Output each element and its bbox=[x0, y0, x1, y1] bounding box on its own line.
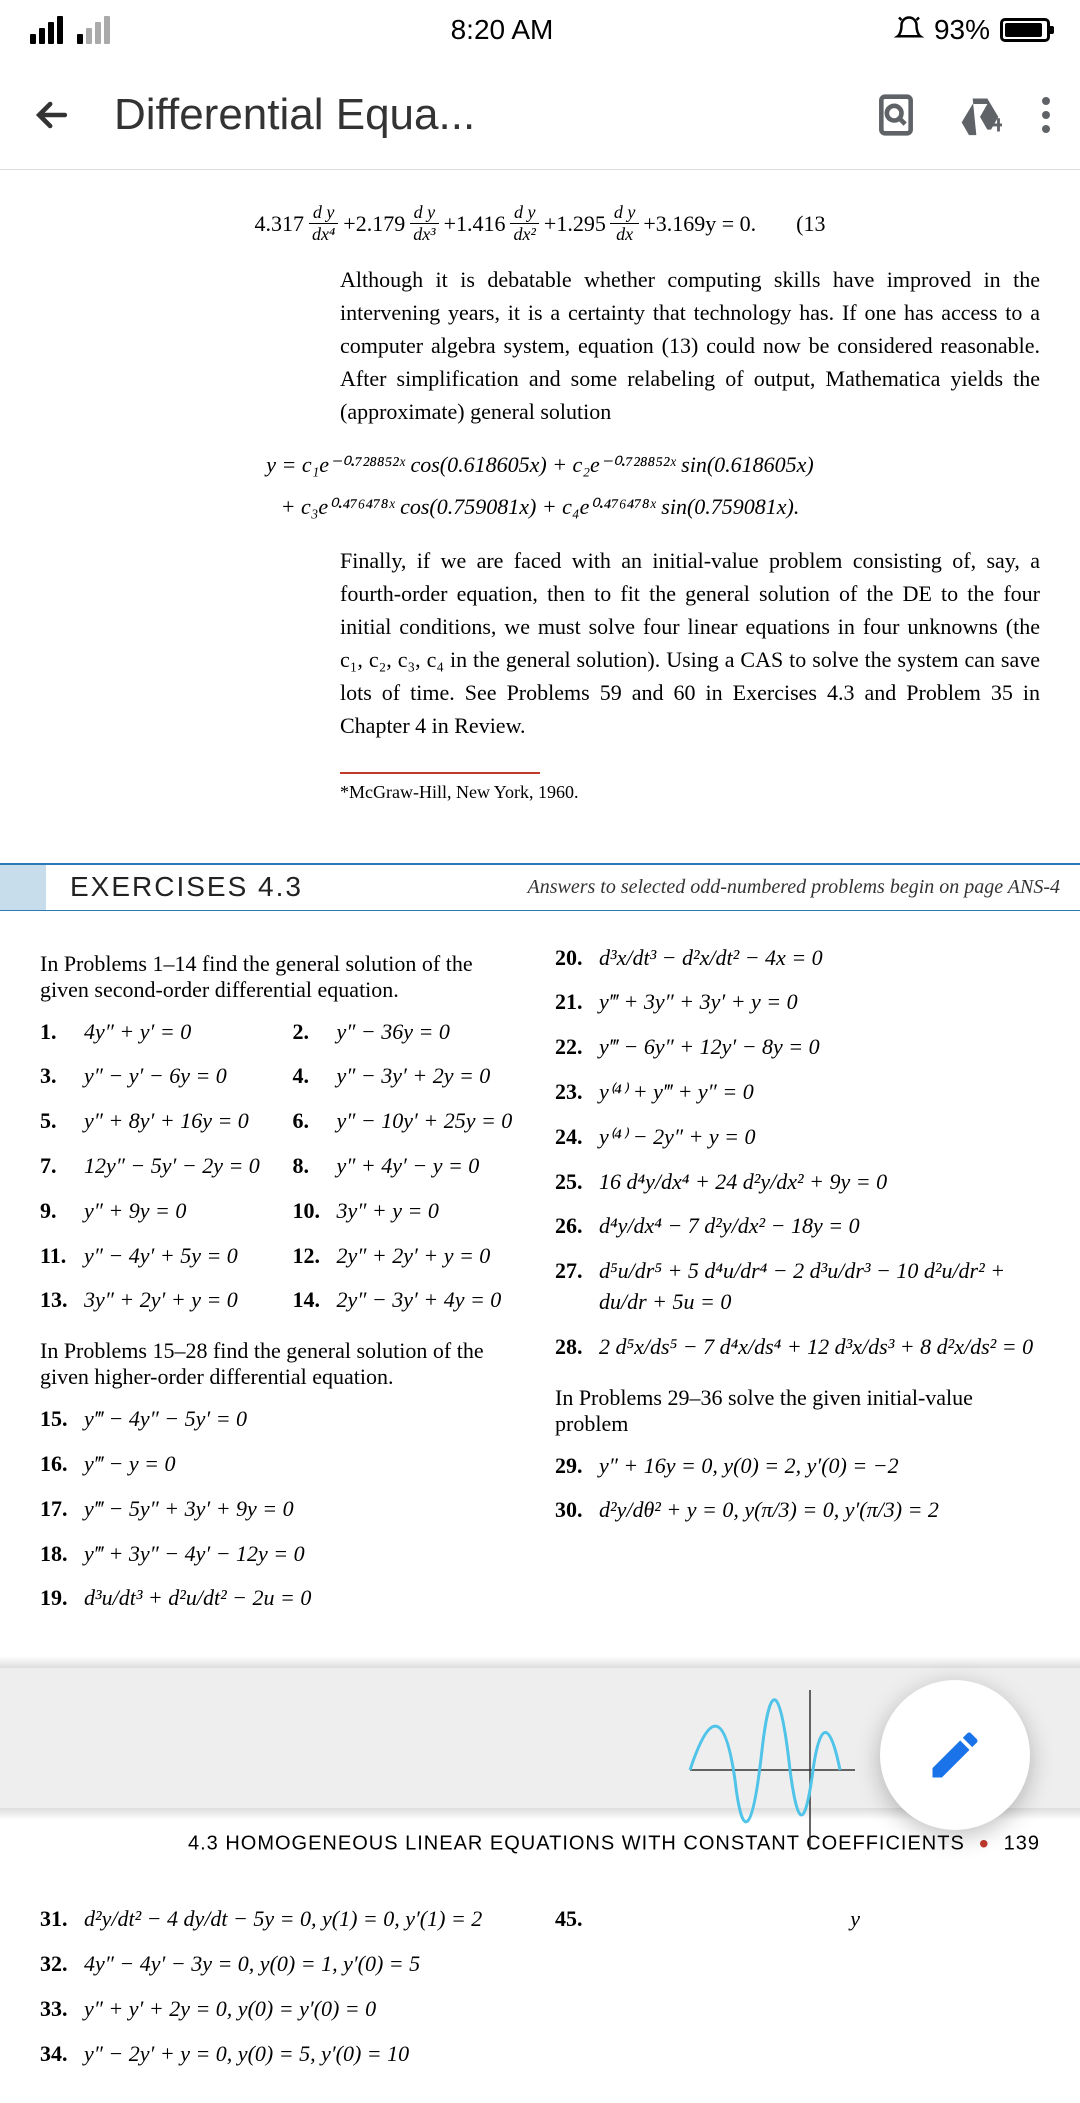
instructions-3: In Problems 29–36 solve the given initia… bbox=[555, 1385, 1040, 1437]
footnote-rule bbox=[340, 772, 540, 774]
instructions-1: In Problems 1–14 find the general soluti… bbox=[40, 951, 525, 1003]
problems-31-34: 31.d²y/dt² − 4 dy/dt − 5y = 0, y(1) = 0,… bbox=[40, 1904, 525, 2069]
alarm-icon bbox=[894, 15, 924, 45]
problem-row: 19.d³u/dt³ + d²u/dt² − 2u = 0 bbox=[40, 1583, 525, 1614]
problems-left-column: In Problems 1–14 find the general soluti… bbox=[40, 929, 525, 1629]
problems-grid: In Problems 1–14 find the general soluti… bbox=[40, 929, 1040, 1629]
next-page-running-head: 4.3 HOMOGENEOUS LINEAR EQUATIONS WITH CO… bbox=[40, 1828, 1040, 1860]
problem-row: 33.y″ + y′ + 2y = 0, y(0) = y′(0) = 0 bbox=[40, 1994, 525, 2025]
clock: 8:20 AM bbox=[451, 14, 554, 46]
problem-row: 26.d⁴y/dx⁴ − 7 d²y/dx² − 18y = 0 bbox=[555, 1211, 1040, 1242]
problem-row: 15.y‴ − 4y″ − 5y′ = 0 bbox=[40, 1404, 525, 1435]
problem-row: 28.2 d⁵x/ds⁵ − 7 d⁴x/ds⁴ + 12 d³x/ds³ + … bbox=[555, 1332, 1040, 1363]
problem-row: 29.y″ + 16y = 0, y(0) = 2, y′(0) = −2 bbox=[555, 1451, 1040, 1482]
problem-row: 27.d⁵u/dr⁵ + 5 d⁴u/dr⁴ − 2 d³u/dr³ − 10 … bbox=[555, 1256, 1040, 1318]
instructions-2: In Problems 15–28 find the general solut… bbox=[40, 1338, 525, 1390]
problem-row: 3.y″ − y′ − 6y = 0 4.y″ − 3y′ + 2y = 0 bbox=[40, 1061, 525, 1092]
battery-icon bbox=[1000, 18, 1050, 42]
problem-row: 23.y⁽⁴⁾ + y‴ + y″ = 0 bbox=[555, 1077, 1040, 1108]
more-menu-button[interactable] bbox=[1042, 97, 1050, 133]
problem-row: 7.12y″ − 5y′ − 2y = 0 8.y″ + 4y′ − y = 0 bbox=[40, 1151, 525, 1182]
next-page-problems: 31.d²y/dt² − 4 dy/dt − 5y = 0, y(1) = 0,… bbox=[40, 1890, 1040, 2083]
svg-text:+: + bbox=[991, 111, 1002, 137]
signal-primary bbox=[30, 16, 63, 44]
problems-right-column: 20.d³x/dt³ − d²x/dt² − 4x = 0 21.y‴ + 3y″… bbox=[555, 929, 1040, 1629]
problems-1-14: 1.4y″ + y′ = 0 2.y″ − 36y = 0 3.y″ − y′ … bbox=[40, 1017, 525, 1317]
paragraph-1: Although it is debatable whether computi… bbox=[340, 263, 1040, 428]
problem-45-graph bbox=[670, 1680, 870, 1860]
back-button[interactable] bbox=[30, 93, 74, 137]
problem-row: 21.y‴ + 3y″ + 3y′ + y = 0 bbox=[555, 987, 1040, 1018]
section-header: EXERCISES 4.3 Answers to selected odd-nu… bbox=[0, 863, 1080, 911]
signal-indicators bbox=[30, 16, 110, 44]
pencil-icon bbox=[925, 1725, 985, 1785]
drive-add-button[interactable]: + bbox=[958, 93, 1002, 137]
problem-row: 1.4y″ + y′ = 0 2.y″ − 36y = 0 bbox=[40, 1017, 525, 1048]
problem-row: 32.4y″ − 4y′ − 3y = 0, y(0) = 1, y′(0) =… bbox=[40, 1949, 525, 1980]
status-right: 93% bbox=[894, 14, 1050, 46]
problem-row: 16.y‴ − y = 0 bbox=[40, 1449, 525, 1480]
battery-percent: 93% bbox=[934, 14, 990, 46]
problem-row: 25.16 d⁴y/dx⁴ + 24 d²y/dx² + 9y = 0 bbox=[555, 1167, 1040, 1198]
problems-29-30: 29.y″ + 16y = 0, y(0) = 2, y′(0) = −2 30.… bbox=[555, 1451, 1040, 1527]
paragraph-2: Finally, if we are faced with an initial… bbox=[340, 544, 1040, 742]
solution-equation: y = c₁e⁻⁰·⁷²⁸⁸⁵²ˣ cos(0.618605x) + c₂e⁻⁰… bbox=[40, 444, 1040, 528]
problem-row: 22.y‴ − 6y″ + 12y′ − 8y = 0 bbox=[555, 1032, 1040, 1063]
app-bar: Differential Equa... + bbox=[0, 60, 1080, 170]
problem-row: 13.3y″ + 2y′ + y = 0 14.2y″ − 3y′ + 4y =… bbox=[40, 1285, 525, 1316]
document-title: Differential Equa... bbox=[114, 90, 834, 140]
edit-fab[interactable] bbox=[880, 1680, 1030, 1830]
problem-row: 24.y⁽⁴⁾ − 2y″ + y = 0 bbox=[555, 1122, 1040, 1153]
problem-row: 30.d²y/dθ² + y = 0, y(π/3) = 0, y′(π/3) … bbox=[555, 1495, 1040, 1526]
equation-13: 4.317 d ydx⁴ + 2.179 d ydx³ + 1.416 d yd… bbox=[40, 202, 1040, 245]
problems-20-28: 20.d³x/dt³ − d²x/dt² − 4x = 0 21.y‴ + 3y″… bbox=[555, 943, 1040, 1363]
status-bar: 8:20 AM 93% bbox=[0, 0, 1080, 60]
problem-row: 20.d³x/dt³ − d²x/dt² − 4x = 0 bbox=[555, 943, 1040, 974]
find-button[interactable] bbox=[874, 93, 918, 137]
problem-row: 18.y‴ + 3y″ − 4y′ − 12y = 0 bbox=[40, 1539, 525, 1570]
problem-row: 5.y″ + 8y′ + 16y = 0 6.y″ − 10y′ + 25y =… bbox=[40, 1106, 525, 1137]
problem-row: 17.y‴ − 5y″ + 3y′ + 9y = 0 bbox=[40, 1494, 525, 1525]
footnote: *McGraw-Hill, New York, 1960. bbox=[340, 782, 1040, 803]
section-title: EXERCISES 4.3 bbox=[70, 871, 303, 903]
section-note: Answers to selected odd-numbered problem… bbox=[303, 876, 1080, 899]
problem-row: 34.y″ − 2y′ + y = 0, y(0) = 5, y′(0) = 1… bbox=[40, 2039, 525, 2070]
problem-row: 11.y″ − 4y′ + 5y = 0 12.2y″ + 2y′ + y = … bbox=[40, 1241, 525, 1272]
signal-secondary bbox=[77, 16, 110, 44]
problems-15-19: 15.y‴ − 4y″ − 5y′ = 0 16.y‴ − y = 0 17.y‴ … bbox=[40, 1404, 525, 1614]
problem-row: 9.y″ + 9y = 0 10.3y″ + y = 0 bbox=[40, 1196, 525, 1227]
